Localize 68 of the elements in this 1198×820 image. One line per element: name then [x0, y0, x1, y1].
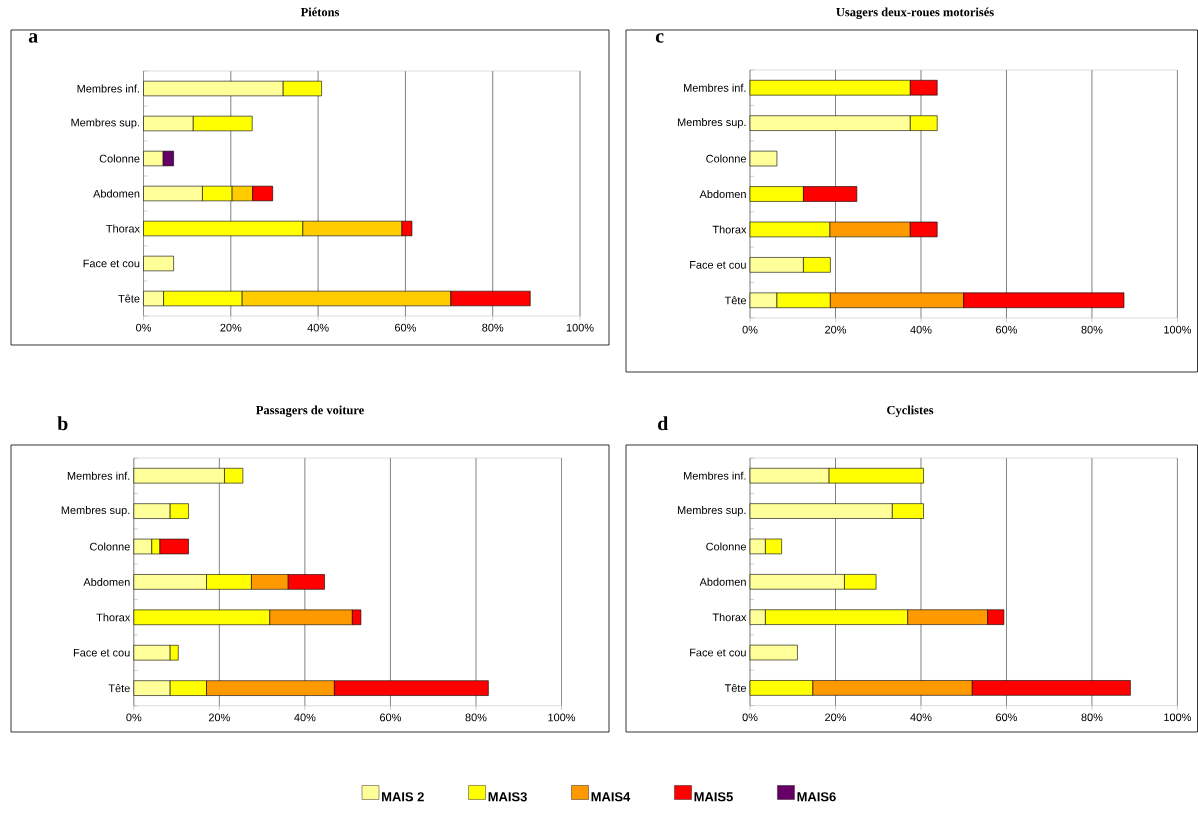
x-tick-label: 100%	[1164, 713, 1192, 722]
x-tick-label: 100%	[566, 323, 594, 332]
chart-title: Piétons	[300, 7, 340, 17]
y-tick-label: Tête	[724, 683, 747, 692]
y-tick-label: Membres sup.	[61, 506, 130, 517]
y-tick-label: Membres sup.	[677, 505, 746, 517]
y-tick-label: Membres inf.	[684, 471, 746, 480]
y-tick-label: Tête	[724, 296, 747, 305]
x-tick-label: 20%	[825, 713, 847, 722]
bar	[749, 150, 778, 167]
y-tick-label: Abdomen	[699, 577, 746, 586]
y-tick-label: Colonne	[706, 154, 746, 163]
x-tick-label: 60%	[395, 323, 416, 332]
text: d	[658, 416, 669, 431]
y-tick-label: Face et cou	[73, 648, 130, 657]
x-tick-label: 0%	[742, 713, 758, 722]
x-tick-label: 0%	[742, 325, 758, 334]
text: b	[57, 416, 68, 431]
y-tick-label: Abdomen	[83, 577, 130, 586]
y-tick-label: Face et cou	[690, 648, 746, 657]
y-tick-label: Membres sup.	[71, 118, 139, 129]
x-tick-label: 80%	[482, 323, 504, 332]
text: c	[655, 33, 664, 43]
x-tick-label: 20%	[220, 323, 242, 332]
y-tick-label: Membres inf.	[684, 83, 746, 92]
x-tick-label: 60%	[996, 325, 1018, 334]
text: a	[28, 33, 38, 43]
x-tick-label: 80%	[465, 713, 487, 722]
x-tick-label: 100%	[548, 713, 576, 722]
y-tick-label: Thorax	[712, 225, 747, 234]
y-tick-label: Thorax	[106, 224, 140, 233]
y-tick-label: Abdomen	[93, 189, 140, 198]
y-tick-label: Tête	[118, 294, 140, 303]
y-tick-label: Abdomen	[699, 189, 746, 199]
y-tick-label: Thorax	[712, 613, 747, 622]
x-tick-label: 60%	[380, 713, 401, 722]
x-tick-label: 80%	[1081, 713, 1103, 722]
x-tick-label: 40%	[910, 325, 932, 334]
legend-label: MAIS6	[797, 792, 836, 802]
y-tick-label: Colonne	[90, 542, 130, 551]
bar	[143, 255, 174, 272]
y-tick-label: Face et cou	[83, 259, 140, 268]
x-tick-label: 40%	[307, 323, 329, 332]
x-tick-label: 20%	[825, 325, 847, 334]
y-tick-label: Membres inf.	[77, 84, 139, 93]
y-tick-label: Thorax	[96, 613, 131, 622]
x-tick-label: 0%	[136, 323, 152, 332]
x-tick-label: 60%	[996, 713, 1018, 722]
x-tick-label: 40%	[294, 713, 316, 722]
x-tick-label: 100%	[1164, 325, 1192, 334]
x-tick-label: 0%	[126, 713, 142, 722]
chart-title: Passagers de voiture	[256, 405, 364, 417]
legend-label: MAIS4	[591, 792, 631, 802]
legend-label: MAIS5	[694, 792, 733, 802]
x-tick-label: 20%	[208, 713, 230, 722]
y-tick-label: Colonne	[99, 154, 140, 163]
chart-title: Usagers deux-roues motorisés	[836, 7, 994, 19]
legend-label: MAIS3	[488, 792, 527, 802]
y-tick-label: Membres sup.	[677, 118, 746, 129]
legend-label: MAIS 2	[382, 792, 424, 802]
y-tick-label: Face et cou	[690, 261, 746, 269]
x-tick-label: 80%	[1081, 325, 1103, 334]
y-tick-label: Colonne	[706, 542, 746, 551]
chart-title: Cyclistes	[887, 405, 934, 417]
bar	[749, 644, 798, 661]
x-tick-label: 40%	[910, 713, 932, 722]
y-tick-label: Tête	[108, 684, 130, 693]
y-tick-label: Membres inf.	[67, 471, 130, 480]
